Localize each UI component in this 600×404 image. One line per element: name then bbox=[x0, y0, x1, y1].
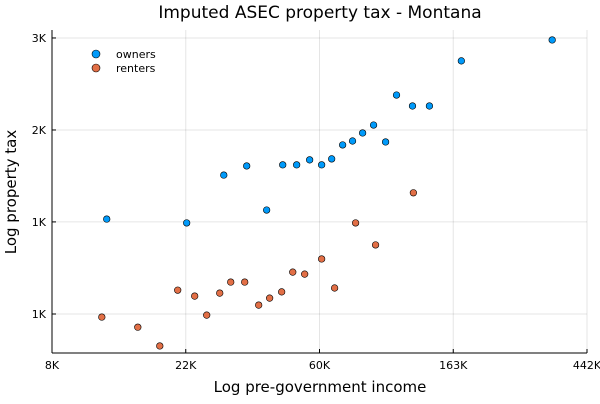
legend-label: renters bbox=[116, 62, 156, 75]
point bbox=[381, 138, 390, 146]
point bbox=[227, 278, 235, 286]
y-tick-label: 1K bbox=[32, 216, 47, 229]
point bbox=[409, 189, 417, 197]
x-tick-label: 60K bbox=[309, 359, 331, 372]
point bbox=[331, 284, 339, 292]
point bbox=[301, 270, 309, 278]
legend-marker bbox=[91, 63, 101, 73]
y-axis-label: Log property tax bbox=[2, 130, 20, 255]
y-tick-label: 3K bbox=[32, 32, 47, 45]
legend-label: owners bbox=[116, 48, 156, 61]
point bbox=[216, 289, 224, 297]
point bbox=[191, 292, 199, 300]
x-tick-label: 8K bbox=[45, 359, 60, 372]
point bbox=[306, 156, 314, 164]
y-tick-label: 2K bbox=[32, 124, 47, 137]
point bbox=[134, 323, 142, 331]
point bbox=[328, 155, 336, 163]
point bbox=[174, 286, 182, 294]
point bbox=[255, 301, 263, 309]
point bbox=[278, 288, 286, 296]
x-tick-label: 442K bbox=[573, 359, 600, 372]
point bbox=[457, 57, 465, 65]
point bbox=[289, 268, 297, 276]
point bbox=[352, 219, 360, 227]
point bbox=[339, 141, 347, 149]
chart-title: Imputed ASEC property tax - Montana bbox=[158, 3, 481, 23]
point bbox=[548, 36, 556, 44]
point bbox=[359, 129, 367, 137]
point bbox=[266, 294, 274, 302]
y-tick-label: 1K bbox=[32, 308, 47, 321]
point bbox=[348, 137, 357, 145]
point bbox=[408, 102, 417, 110]
point bbox=[156, 342, 164, 350]
point bbox=[263, 206, 271, 214]
point bbox=[98, 313, 106, 321]
x-tick-label: 163K bbox=[439, 359, 468, 372]
point bbox=[103, 215, 111, 223]
x-tick-label: 22K bbox=[175, 359, 197, 372]
point bbox=[203, 311, 211, 319]
point bbox=[293, 161, 301, 169]
point bbox=[371, 241, 380, 249]
point bbox=[369, 121, 378, 129]
x-axis-label: Log pre-government income bbox=[214, 378, 427, 396]
point bbox=[241, 278, 249, 286]
point bbox=[425, 102, 434, 110]
point bbox=[318, 161, 326, 169]
legend-marker bbox=[91, 49, 101, 59]
point bbox=[392, 91, 401, 99]
point bbox=[318, 255, 326, 263]
point bbox=[220, 171, 228, 179]
point bbox=[243, 162, 251, 170]
point bbox=[183, 219, 191, 227]
point bbox=[279, 161, 287, 169]
